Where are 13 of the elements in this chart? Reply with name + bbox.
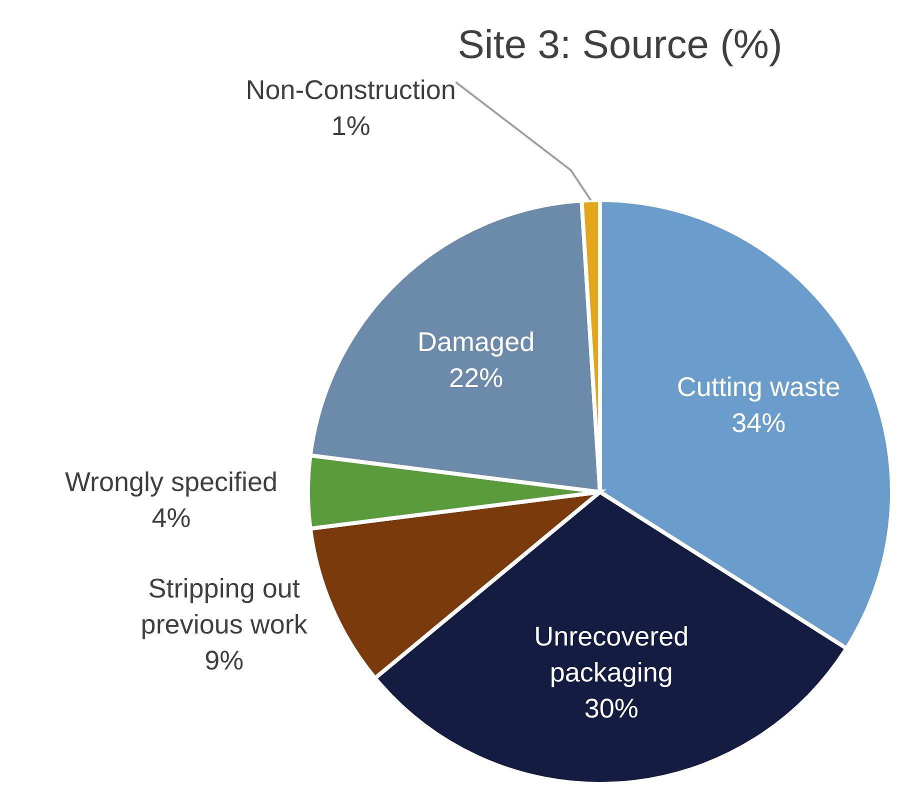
chart-title: Site 3: Source (%) [458, 23, 782, 67]
slice-label: Cutting waste [676, 372, 840, 402]
data-label: 22% [449, 363, 504, 394]
slice-label: Wrongly specified [64, 467, 278, 497]
data-label: 4% [152, 503, 191, 533]
data-label: 1% [331, 111, 370, 142]
data-label: 30% [584, 694, 638, 724]
slice-label: Damaged [418, 327, 535, 358]
slice-label: Stripping out previous work [140, 574, 308, 640]
slice-label: Unrecovered packaging [534, 622, 689, 688]
slice-label: Non-Construction [246, 75, 456, 106]
data-label: 34% [732, 408, 786, 438]
data-label: 9% [204, 646, 244, 676]
